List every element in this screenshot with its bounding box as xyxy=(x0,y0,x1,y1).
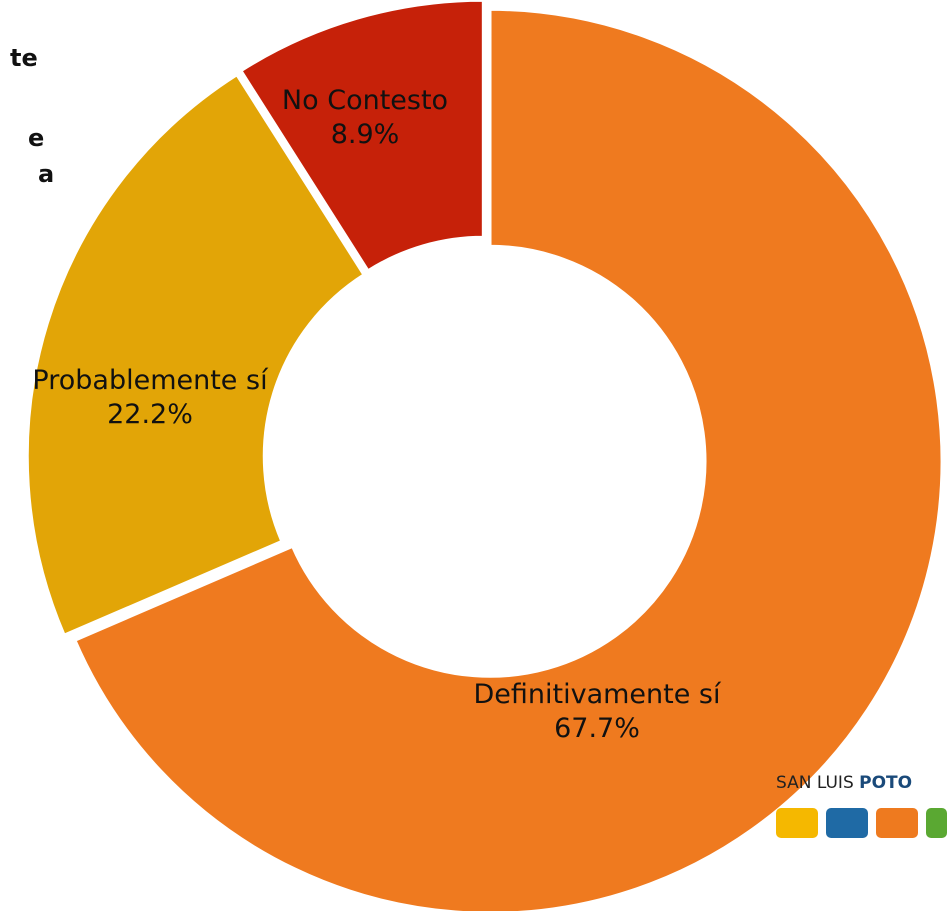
side-text: a xyxy=(38,160,55,188)
slice-label: Probablemente sí 22.2% xyxy=(0,364,300,432)
logo-bar xyxy=(876,808,918,838)
slice xyxy=(25,72,367,638)
slice xyxy=(238,0,485,273)
value-label: 22.2% xyxy=(107,399,193,430)
slice-label: Definitivamente sí 67.7% xyxy=(467,678,727,746)
side-text: te xyxy=(10,44,38,72)
value-label: 8.9% xyxy=(330,119,400,150)
slice-label: No Contesto 8.9% xyxy=(255,84,475,152)
logo-bar xyxy=(926,808,947,838)
logo-text: POTO xyxy=(859,773,913,793)
category-label: No Contesto xyxy=(281,85,449,116)
category-label: Definitivamente sí xyxy=(473,679,721,710)
logo-bar xyxy=(776,808,818,838)
logo-bar xyxy=(826,808,868,838)
logo-text: SAN LUIS xyxy=(776,773,854,793)
value-label: 67.7% xyxy=(554,713,640,744)
slices xyxy=(25,0,944,911)
slice xyxy=(72,7,944,911)
logo: SAN LUIS POTO xyxy=(776,773,912,793)
logo-bars xyxy=(776,808,947,838)
side-text: e xyxy=(28,124,45,152)
category-label: Probablemente sí xyxy=(32,365,268,396)
